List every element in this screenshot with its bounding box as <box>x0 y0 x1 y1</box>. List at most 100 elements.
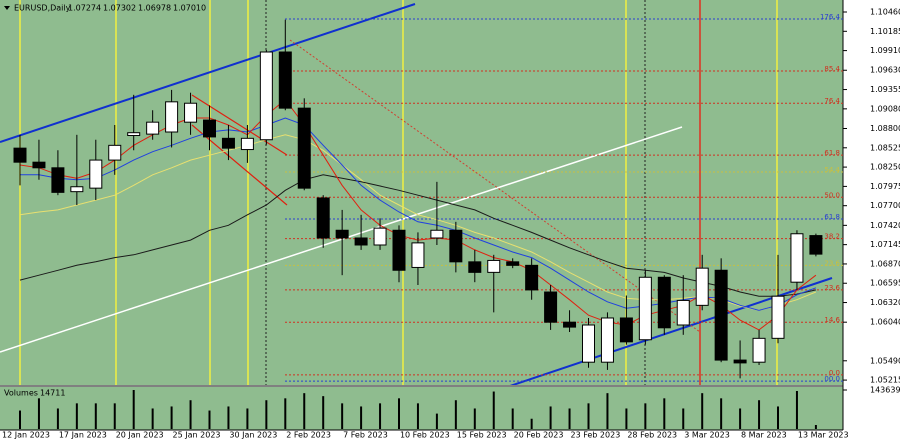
candle-body <box>297 107 311 189</box>
y-tick-label: 1.09630 <box>870 66 900 75</box>
y-tick-label: 1.09910 <box>870 46 900 55</box>
level-label: 176.4 <box>820 13 841 21</box>
y-tick-label: 1.07420 <box>870 221 900 230</box>
y-tick-label: 1.08525 <box>870 143 900 152</box>
candle-body <box>13 147 27 163</box>
header-open: 1.07274 <box>68 4 101 13</box>
candle-body <box>89 159 103 189</box>
x-tick-label: 17 Jan 2023 <box>59 431 107 440</box>
y-tick-label: 1.06320 <box>870 298 900 307</box>
candle-body <box>619 317 633 343</box>
candle-body <box>165 101 179 133</box>
candle-body <box>544 291 558 323</box>
level-label: 61.8 <box>824 213 840 221</box>
header-low: 1.06978 <box>138 4 171 13</box>
candle-body <box>51 167 65 193</box>
x-tick-label: 30 Jan 2023 <box>229 431 277 440</box>
volume-title: Volumes <box>4 389 38 398</box>
x-tick-label: 15 Feb 2023 <box>457 431 507 440</box>
candle-body <box>411 242 425 268</box>
candle-body <box>525 264 539 291</box>
level-label: 76.4 <box>824 97 840 105</box>
volume-last: 14711 <box>40 389 65 398</box>
trend-line <box>191 124 288 206</box>
x-tick-label: 10 Feb 2023 <box>400 431 450 440</box>
candle-body <box>127 132 141 137</box>
level-label: 50.0 <box>824 191 840 199</box>
level-label: 0.0 <box>829 369 840 377</box>
candle-body <box>752 337 766 363</box>
candle-body <box>771 295 785 339</box>
candle-body <box>657 276 671 329</box>
y-tick-label: 1.10460 <box>870 8 900 17</box>
candle-body <box>354 237 368 246</box>
level-label: 85.4 <box>824 65 840 73</box>
y-tick-label: 1.07145 <box>870 240 900 249</box>
candle-body <box>32 161 46 169</box>
level-label: 00.0 <box>824 375 840 383</box>
candle-body <box>70 186 84 193</box>
level-label: 14.6 <box>824 316 840 324</box>
plot: 176.4 85.4 76.4 61.8 54.4 50.0 61.8 38.2 23.6 23.… <box>13 13 843 383</box>
candle-body <box>449 229 463 263</box>
volume-tick-label: 143639 <box>870 386 900 395</box>
y-tick-label: 1.07975 <box>870 182 900 191</box>
candle-body <box>733 359 747 364</box>
level-label: 54.4 <box>824 166 840 174</box>
candle-body <box>638 276 652 341</box>
y-tick-label: 1.10185 <box>870 27 900 36</box>
x-tick-label: 25 Jan 2023 <box>173 431 221 440</box>
level-label: 61.8 <box>824 149 840 157</box>
x-tick-label: 7 Feb 2023 <box>343 431 388 440</box>
candle-body <box>392 229 406 271</box>
x-tick-label: 8 Mar 2023 <box>741 431 787 440</box>
x-tick-label: 2 Feb 2023 <box>286 431 331 440</box>
candle-body <box>506 261 520 266</box>
level-label: 23.6 <box>824 259 840 267</box>
candle-body <box>600 317 614 363</box>
candle-body <box>373 227 387 246</box>
x-tick-label: 20 Jan 2023 <box>116 431 164 440</box>
candle-body <box>714 269 728 361</box>
x-tick-label: 23 Feb 2023 <box>571 431 621 440</box>
y-tick-label: 1.06870 <box>870 259 900 268</box>
candle-body <box>278 51 292 109</box>
volume-panel <box>0 387 843 430</box>
header-high: 1.07302 <box>103 4 136 13</box>
trend-line <box>191 94 288 156</box>
menu-icon <box>4 6 10 10</box>
x-tick-label: 13 Mar 2023 <box>798 431 849 440</box>
x-tick-label: 3 Mar 2023 <box>684 431 730 440</box>
x-tick-label: 28 Feb 2023 <box>627 431 677 440</box>
candle-body <box>316 197 330 239</box>
y-tick-label: 1.08250 <box>870 163 900 172</box>
candle-body <box>563 321 577 328</box>
y-tick-label: 1.06040 <box>870 318 900 327</box>
candle-body <box>184 102 198 123</box>
candle-body <box>676 299 690 326</box>
candle-body <box>468 261 482 273</box>
candle-body <box>203 119 216 138</box>
candle-body <box>695 267 709 306</box>
y-tick-label: 1.07700 <box>870 201 900 210</box>
candle-body <box>240 137 254 151</box>
candle-body <box>335 229 349 239</box>
y-tick-label: 1.09355 <box>870 85 900 94</box>
candle-body <box>487 259 501 273</box>
candle-body <box>430 229 444 239</box>
overlay: EURUSD,Daily 1.07274 1.07302 1.06978 1.0… <box>2 4 900 440</box>
y-tick-label: 1.06595 <box>870 279 900 288</box>
chart-title: EURUSD,Daily <box>14 4 71 13</box>
y-tick-label: 1.05215 <box>870 376 900 385</box>
y-tick-label: 1.08800 <box>870 124 900 133</box>
level-label: 38.2 <box>824 233 840 241</box>
trend-line <box>0 126 683 353</box>
level-label: 23.6 <box>824 284 840 292</box>
candle-body <box>790 233 804 283</box>
candle-body <box>221 137 235 149</box>
candle-body <box>582 324 595 363</box>
candle-body <box>259 51 273 141</box>
y-tick-label: 1.05490 <box>870 356 900 365</box>
header-close: 1.07010 <box>173 4 206 13</box>
